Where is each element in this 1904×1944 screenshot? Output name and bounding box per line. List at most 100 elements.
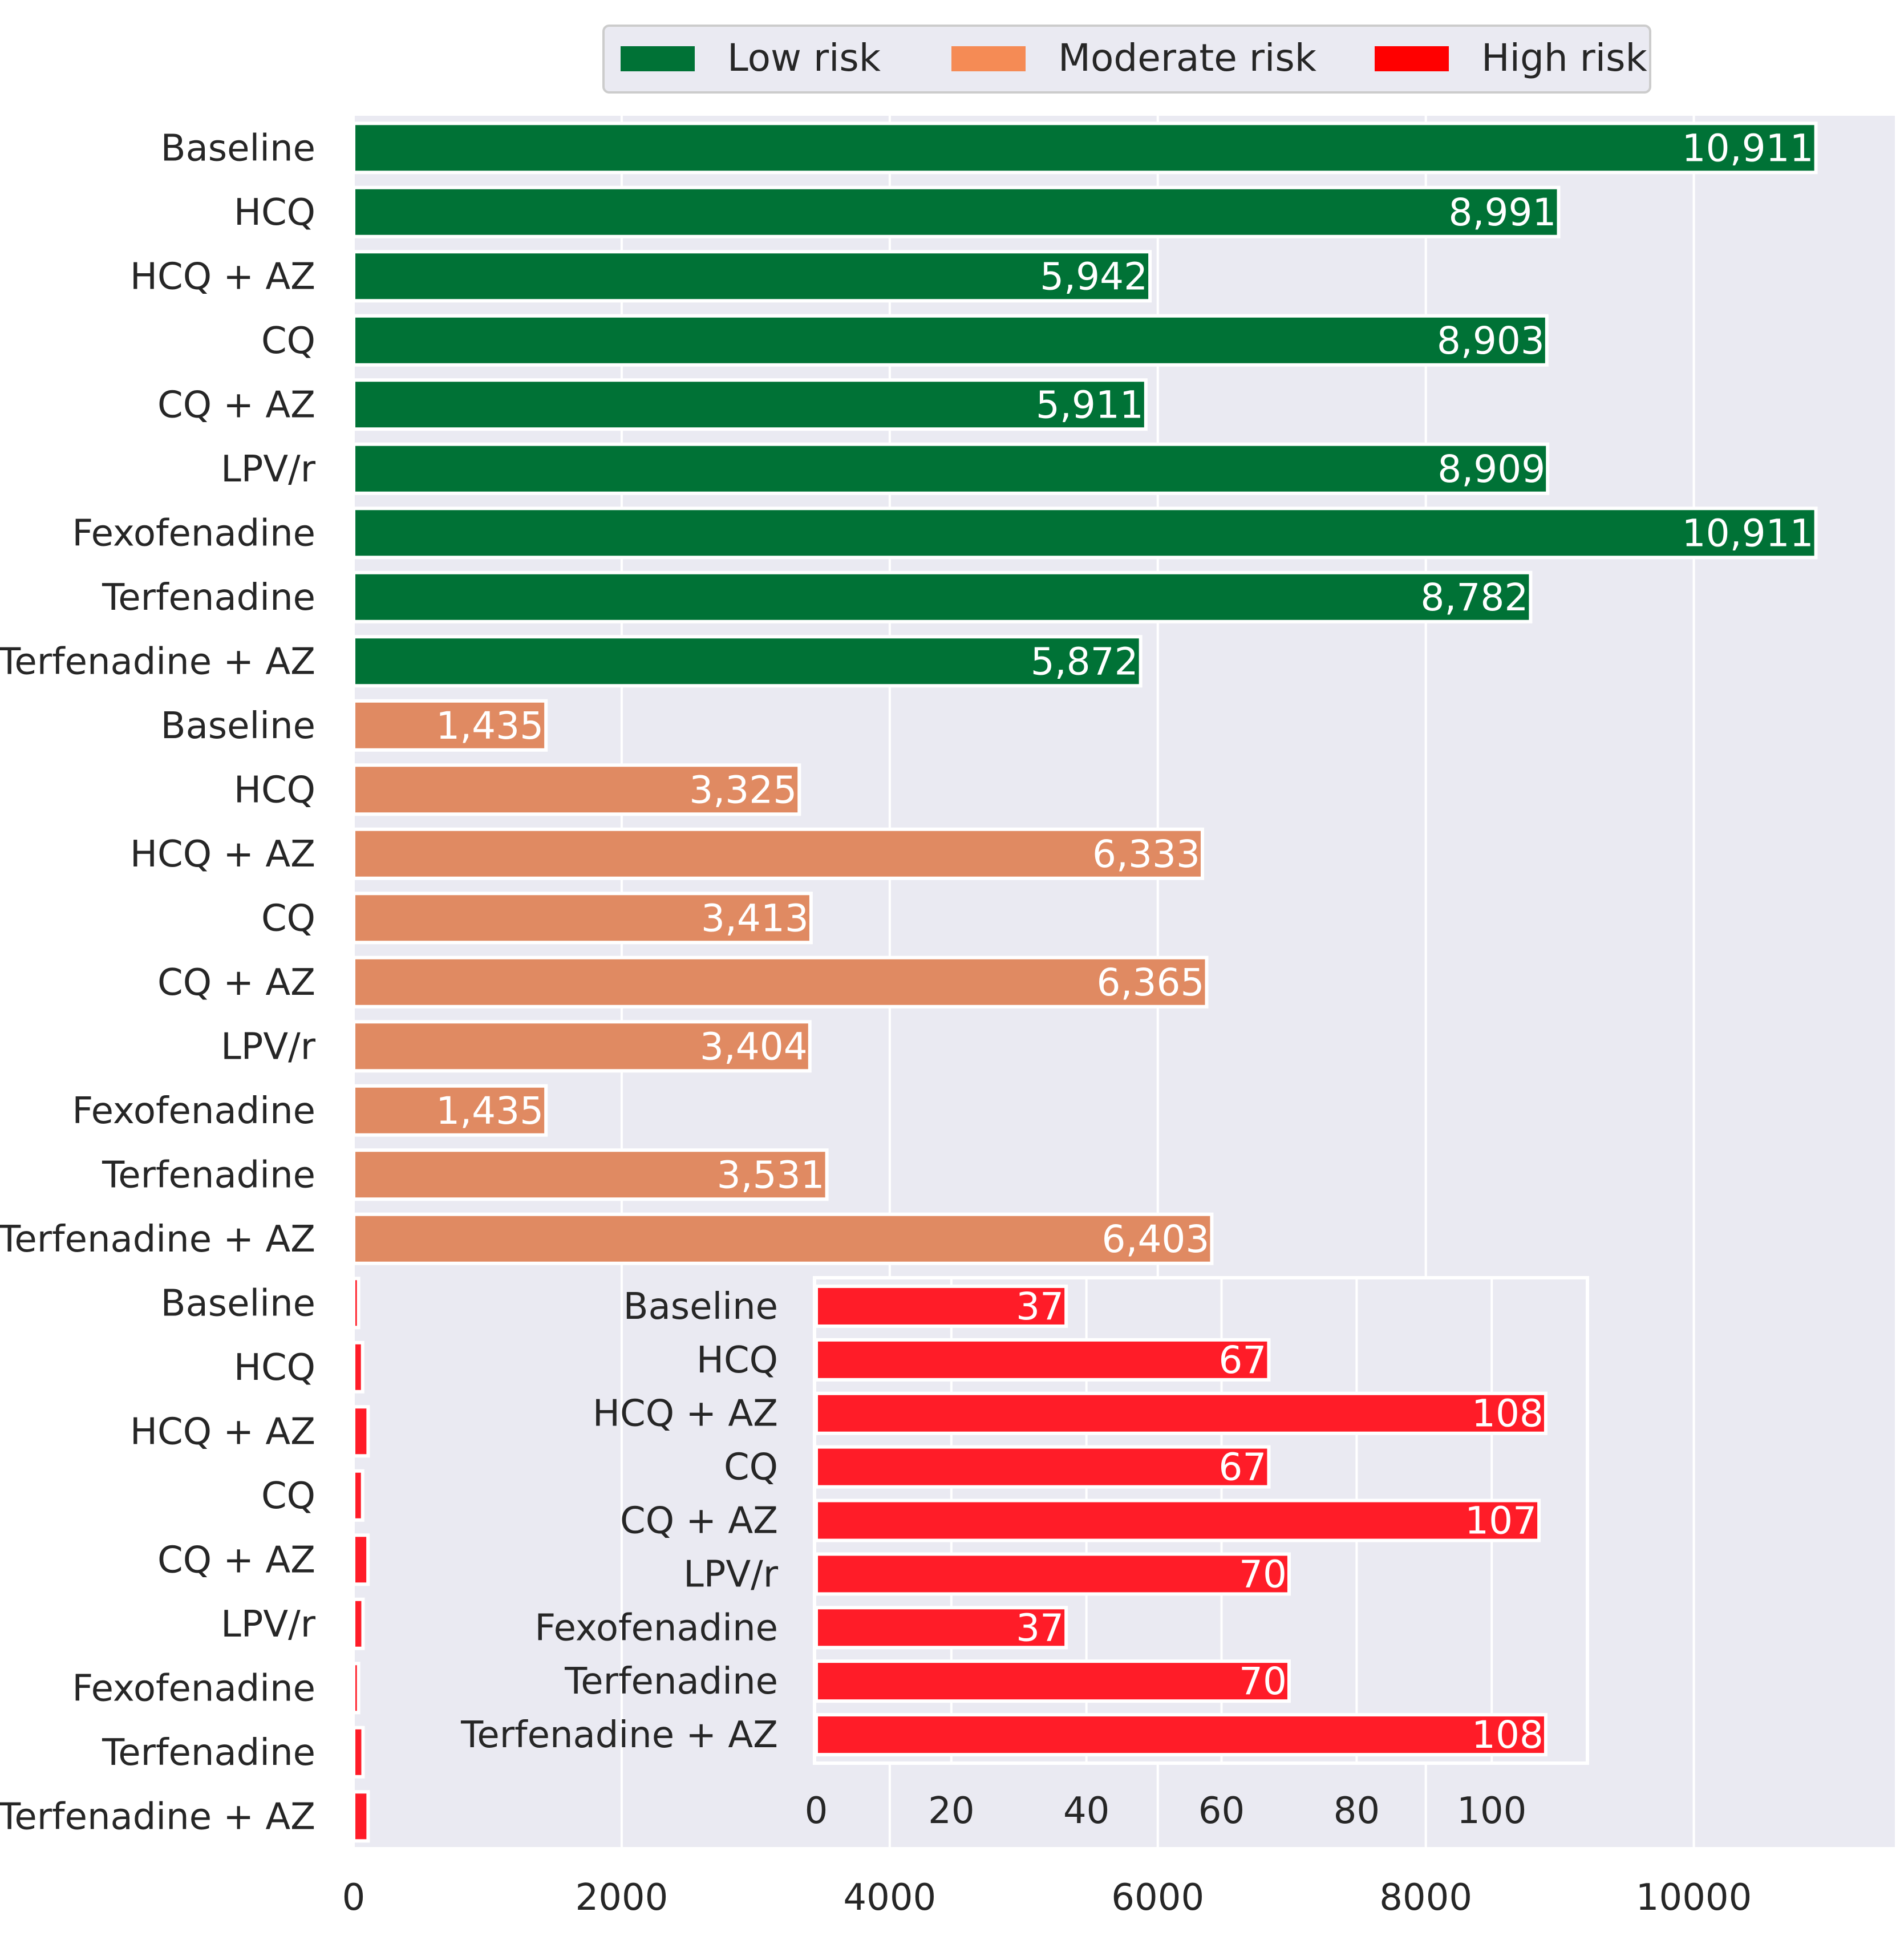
inset-bar-terfenadine bbox=[815, 1659, 1291, 1703]
y-label-cq: CQ bbox=[261, 320, 315, 362]
inset-value-label-hcq: 67 bbox=[1218, 1338, 1266, 1382]
inset-y-label-lpv-r: LPV/r bbox=[683, 1553, 779, 1595]
value-label-low-risk-terfenadine: 8,782 bbox=[1420, 576, 1528, 619]
x-tick-6000: 6000 bbox=[1111, 1877, 1204, 1919]
inset-x-tick-20: 20 bbox=[928, 1790, 974, 1832]
value-label-low-risk-hcq-az: 5,942 bbox=[1040, 254, 1148, 298]
y-label-baseline: Baseline bbox=[161, 705, 315, 747]
inset-value-label-terfenadine-az: 108 bbox=[1472, 1713, 1544, 1757]
bar-moderate-risk-fexofenadine bbox=[352, 1084, 548, 1137]
inset-y-label-terfenadine-az: Terfenadine + AZ bbox=[460, 1714, 778, 1756]
bar-low-risk-terfenadine bbox=[352, 570, 1533, 623]
value-label-low-risk-cq-az: 5,911 bbox=[1036, 383, 1144, 427]
inset-x-tick-40: 40 bbox=[1063, 1790, 1109, 1832]
inset-y-label-baseline: Baseline bbox=[623, 1286, 778, 1328]
y-label-terfenadine: Terfenadine bbox=[102, 1154, 315, 1196]
main-bars: 10,911 8,991 5,942 8,903 5,911 8,909 10,911 8,7… bbox=[352, 122, 1818, 1843]
inset-x-tick-100: 100 bbox=[1457, 1790, 1526, 1832]
y-label-cq: CQ bbox=[261, 897, 315, 939]
inset-bar-cq-az bbox=[815, 1498, 1541, 1542]
inset-value-label-cq-az: 107 bbox=[1465, 1499, 1537, 1543]
inset-y-label-hcq: HCQ bbox=[696, 1339, 778, 1382]
legend-label-moderate: Moderate risk bbox=[1058, 36, 1317, 80]
main-x-tick-labels: 0 2000 4000 6000 8000 10000 bbox=[342, 1877, 1752, 1919]
inset-bar-fexofenadine bbox=[815, 1606, 1068, 1650]
value-label-moderate-risk-terfenadine: 3,531 bbox=[717, 1153, 825, 1197]
legend: Low risk Moderate risk High risk bbox=[602, 25, 1651, 94]
value-label-low-risk-baseline: 10,911 bbox=[1682, 126, 1814, 170]
y-label-hcq: HCQ bbox=[234, 192, 315, 234]
legend-swatch-low bbox=[621, 46, 695, 71]
inset-bars: 37 67 108 67 107 70 37 70 108 bbox=[815, 1284, 1547, 1757]
y-label-terfenadine-az: Terfenadine + AZ bbox=[0, 1218, 315, 1261]
bar-moderate-risk-cq-az bbox=[352, 955, 1209, 1009]
bar-moderate-risk-baseline bbox=[352, 699, 548, 752]
value-label-low-risk-fexofenadine: 10,911 bbox=[1682, 511, 1814, 555]
inset-x-tick-60: 60 bbox=[1198, 1790, 1245, 1832]
inset-y-label-hcq-az: HCQ + AZ bbox=[593, 1393, 778, 1435]
legend-label-low: Low risk bbox=[727, 36, 881, 80]
legend-label-high: High risk bbox=[1481, 36, 1648, 80]
bar-moderate-risk-hcq bbox=[352, 763, 801, 816]
value-label-moderate-risk-hcq: 3,325 bbox=[689, 768, 797, 812]
y-label-fexofenadine: Fexofenadine bbox=[72, 1667, 315, 1710]
y-label-lpv-r: LPV/r bbox=[221, 1603, 316, 1646]
inset-x-tick-0: 0 bbox=[805, 1790, 828, 1832]
value-label-moderate-risk-fexofenadine: 1,435 bbox=[436, 1089, 544, 1133]
inset-y-label-terfenadine: Terfenadine bbox=[564, 1660, 778, 1703]
inset-bar-lpv-r bbox=[815, 1552, 1291, 1596]
bar-moderate-risk-hcq-az bbox=[352, 827, 1204, 880]
value-label-moderate-risk-baseline: 1,435 bbox=[436, 704, 544, 748]
inset-x-tick-80: 80 bbox=[1334, 1790, 1380, 1832]
y-label-hcq-az: HCQ + AZ bbox=[130, 256, 315, 298]
bar-moderate-risk-terfenadine-az bbox=[352, 1212, 1214, 1265]
bar-high-risk-cq bbox=[352, 1469, 364, 1522]
legend-swatch-moderate bbox=[951, 46, 1026, 71]
inset-value-label-terfenadine: 70 bbox=[1239, 1659, 1287, 1703]
bar-moderate-risk-lpv-r bbox=[352, 1020, 812, 1073]
value-label-moderate-risk-cq-az: 6,365 bbox=[1097, 961, 1205, 1005]
bar-low-risk-hcq bbox=[352, 185, 1561, 238]
x-tick-10000: 10000 bbox=[1636, 1877, 1752, 1919]
bar-high-risk-hcq bbox=[352, 1340, 364, 1394]
bar-high-risk-cq-az bbox=[352, 1533, 370, 1586]
bar-low-risk-terfenadine-az bbox=[352, 635, 1143, 688]
bar-high-risk-fexofenadine bbox=[352, 1662, 360, 1715]
inset-bar-baseline bbox=[815, 1284, 1068, 1328]
y-label-hcq-az: HCQ + AZ bbox=[130, 833, 315, 876]
inset-x-tick-labels: 0 20 40 60 80 100 bbox=[805, 1790, 1527, 1832]
value-label-low-risk-lpv-r: 8,909 bbox=[1437, 447, 1545, 491]
y-label-hcq-az: HCQ + AZ bbox=[130, 1411, 315, 1453]
inset-bar-cq bbox=[815, 1445, 1271, 1489]
y-label-cq-az: CQ + AZ bbox=[157, 384, 315, 426]
y-label-cq-az: CQ + AZ bbox=[157, 962, 315, 1004]
y-label-terfenadine: Terfenadine bbox=[102, 577, 315, 619]
bar-low-risk-hcq-az bbox=[352, 250, 1152, 303]
bar-low-risk-fexofenadine bbox=[352, 507, 1818, 560]
bar-high-risk-baseline bbox=[352, 1277, 360, 1330]
x-tick-2000: 2000 bbox=[575, 1877, 668, 1919]
inset-bar-terfenadine-az bbox=[815, 1713, 1547, 1757]
inset-y-label-cq: CQ bbox=[724, 1447, 778, 1489]
x-tick-4000: 4000 bbox=[843, 1877, 936, 1919]
bar-low-risk-cq-az bbox=[352, 378, 1148, 431]
bar-high-risk-lpv-r bbox=[352, 1597, 365, 1650]
inset-bar-hcq bbox=[815, 1338, 1271, 1382]
y-label-cq-az: CQ + AZ bbox=[157, 1539, 315, 1581]
y-label-terfenadine-az: Terfenadine + AZ bbox=[0, 1796, 315, 1838]
inset-value-label-baseline: 37 bbox=[1016, 1285, 1064, 1329]
y-label-hcq: HCQ bbox=[234, 769, 315, 811]
y-label-cq: CQ bbox=[261, 1475, 315, 1517]
bar-moderate-risk-cq bbox=[352, 892, 813, 945]
y-label-baseline: Baseline bbox=[161, 127, 315, 169]
bar-high-risk-terfenadine bbox=[352, 1726, 365, 1779]
main-y-tick-labels: Baseline HCQ HCQ + AZ CQ CQ + AZ LPV/r Fexofen… bbox=[0, 127, 316, 1838]
value-label-moderate-risk-hcq-az: 6,333 bbox=[1092, 832, 1200, 876]
value-label-low-risk-cq: 8,903 bbox=[1437, 319, 1545, 363]
y-label-lpv-r: LPV/r bbox=[221, 448, 316, 491]
inset-y-tick-labels: Baseline HCQ HCQ + AZ CQ CQ + AZ LPV/r Fexofen… bbox=[460, 1286, 779, 1756]
inset-y-label-cq-az: CQ + AZ bbox=[620, 1500, 778, 1542]
y-label-hcq: HCQ bbox=[234, 1347, 315, 1389]
y-label-lpv-r: LPV/r bbox=[221, 1026, 316, 1068]
